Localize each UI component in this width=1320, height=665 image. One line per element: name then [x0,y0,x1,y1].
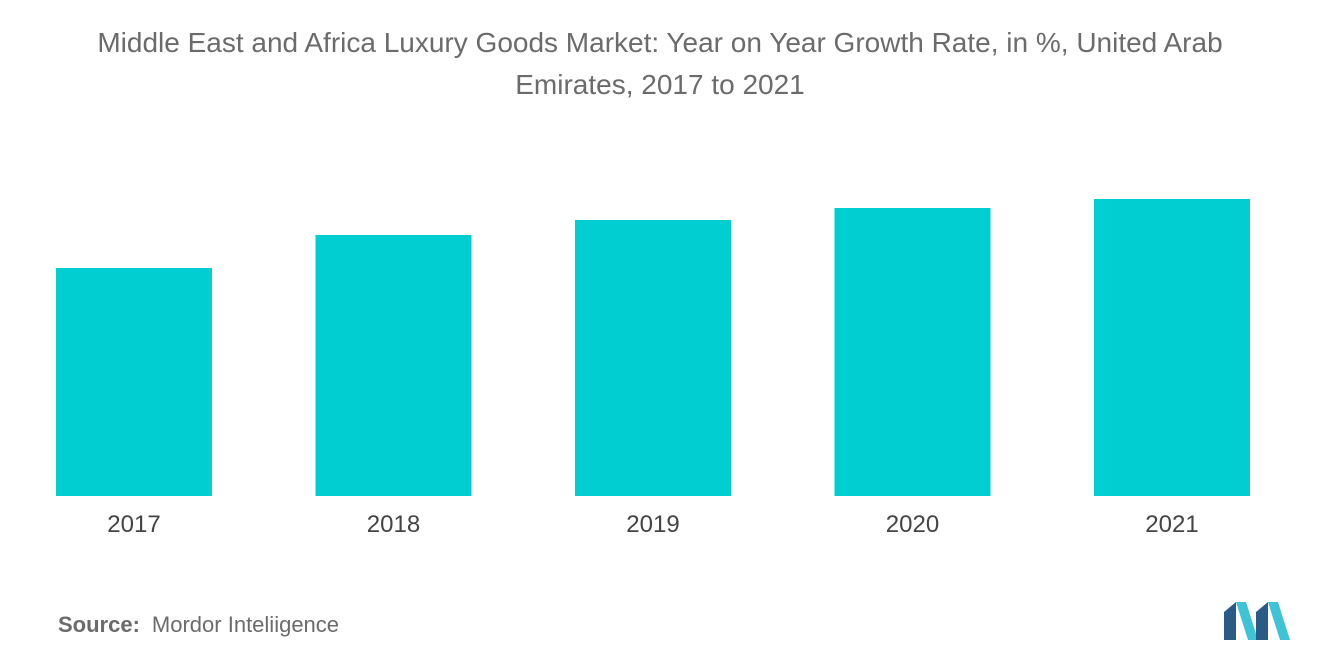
x-tick-label-2021: 2021 [1145,511,1198,538]
bar-2020 [834,208,991,496]
x-tick-label-2019: 2019 [626,511,679,538]
x-tick-label-2018: 2018 [367,511,420,538]
source-note: Source: Mordor Inteliigence [58,612,339,638]
chart-title: Middle East and Africa Luxury Goods Mark… [0,22,1320,106]
bar-2019 [575,220,731,496]
bar-2021 [1094,199,1250,496]
logo-shape-4 [1268,602,1290,640]
source-label: Source: [58,612,140,637]
mordor-intelligence-logo-icon [1224,602,1290,640]
bar-2017 [56,268,212,496]
logo-shape-2 [1236,602,1258,640]
x-tick-label-2020: 2020 [886,511,939,538]
bar-2018 [315,235,472,496]
logo-shape-1 [1224,602,1236,640]
x-tick-label-2017: 2017 [107,511,160,538]
source-value: Mordor Inteliigence [151,612,340,637]
chart-title-line-1: Middle East and Africa Luxury Goods Mark… [97,27,1223,58]
chart-title-line-2: Emirates, 2017 to 2021 [515,69,805,100]
logo-shape-3 [1256,602,1268,640]
